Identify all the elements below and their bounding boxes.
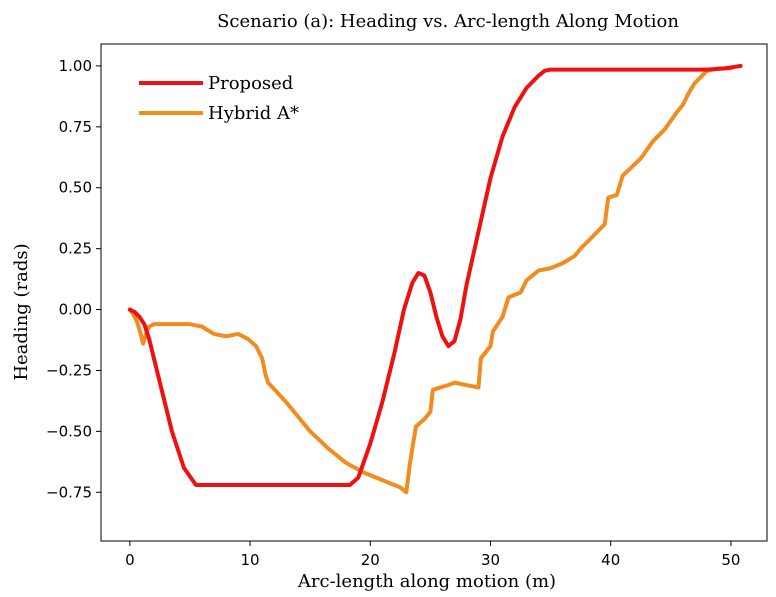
series-layer	[127, 63, 743, 495]
series-line-proposed	[127, 63, 743, 487]
x-tick-label: 50	[721, 551, 740, 569]
y-tick-label: −0.75	[46, 483, 92, 501]
y-tick-label: −0.25	[46, 361, 92, 379]
y-tick-label: 0.50	[59, 179, 92, 197]
y-tick-label: 1.00	[59, 57, 92, 75]
legend-label-proposed: Proposed	[208, 73, 293, 94]
y-axis: −0.75 −0.50 −0.25 0.00 0.25 0.50 0.75 1.00	[46, 57, 101, 501]
y-tick-label: 0.75	[59, 118, 92, 136]
plot-area	[100, 43, 768, 542]
x-tick-label: 10	[241, 551, 260, 569]
y-axis-label: Heading (rads)	[11, 243, 32, 380]
x-tick-label: 40	[601, 551, 620, 569]
x-axis: 0 10 20 30 40 50	[125, 541, 740, 569]
chart-title: Scenario (a): Heading vs. Arc-length Alo…	[217, 11, 679, 32]
x-axis-label: Arc-length along motion (m)	[297, 571, 556, 592]
y-tick-label: −0.50	[46, 422, 92, 440]
legend-label-hybrid-a-star: Hybrid A*	[208, 103, 299, 124]
plot-frame	[100, 43, 768, 542]
y-tick-label: 0.25	[59, 240, 92, 258]
x-tick-label: 20	[361, 551, 380, 569]
legend: Proposed Hybrid A*	[139, 73, 299, 124]
series-line-hybrid-a-star	[127, 66, 733, 495]
x-tick-label: 30	[481, 551, 500, 569]
x-tick-label: 0	[125, 551, 135, 569]
y-tick-label: 0.00	[59, 301, 92, 319]
